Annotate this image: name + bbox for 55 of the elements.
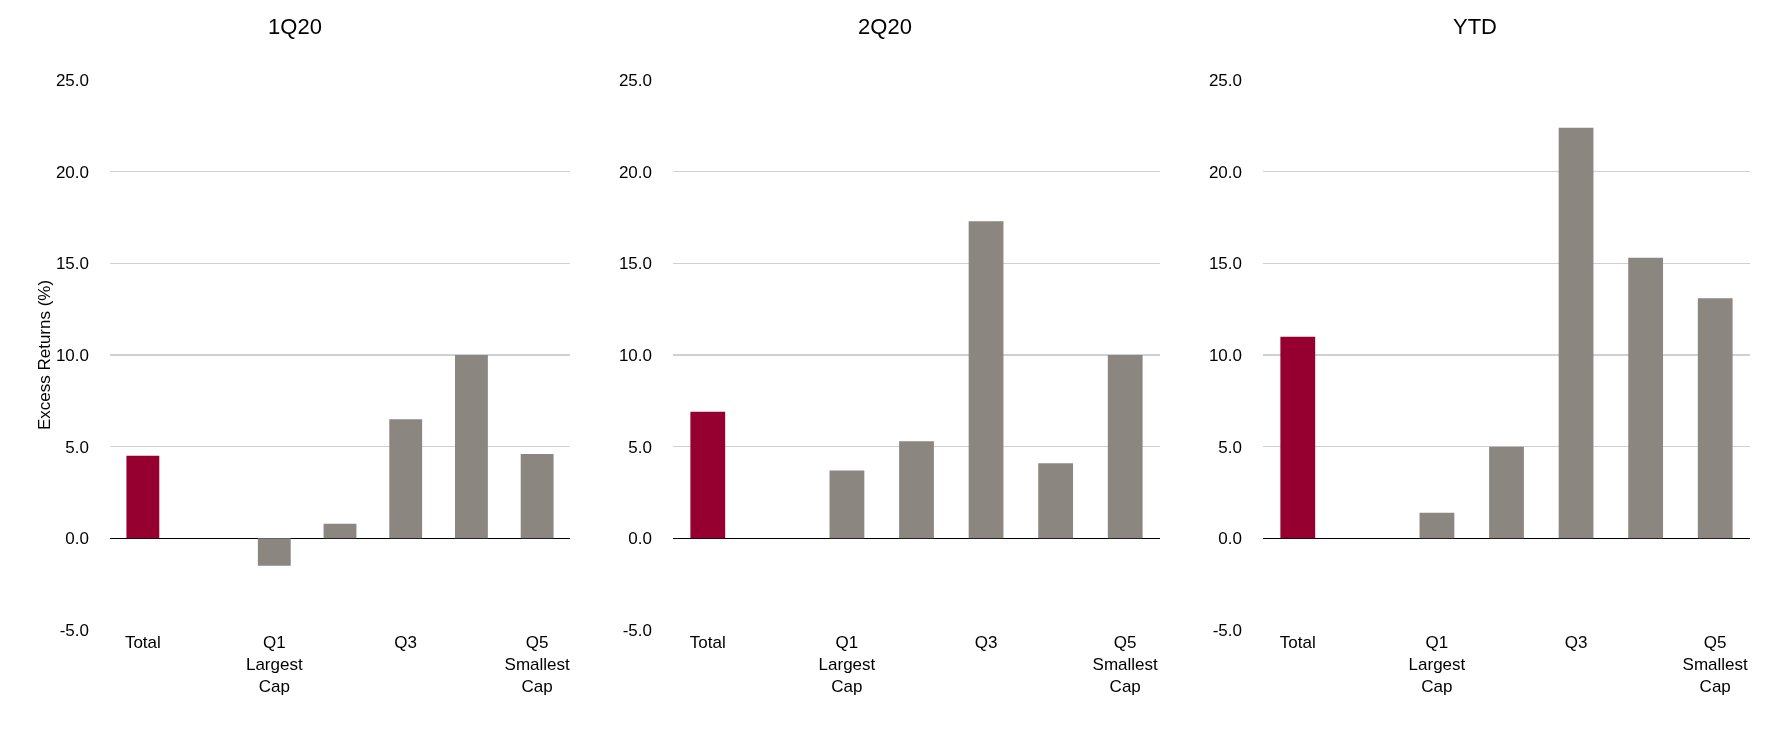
y-tick-label: 5.0 (65, 437, 89, 457)
y-tick-label: 0.0 (65, 529, 89, 549)
x-tick-label: Q3 (1564, 633, 1588, 652)
bar (1107, 355, 1143, 539)
y-tick-label: 0.0 (628, 529, 652, 549)
y-tick-label: 20.0 (618, 162, 652, 182)
bar (1558, 127, 1594, 539)
bar (899, 441, 934, 539)
bar (323, 523, 357, 539)
bar (829, 470, 865, 539)
y-tick-label: -5.0 (622, 620, 652, 640)
y-tick-label: 5.0 (1218, 437, 1242, 457)
x-tick-label: Total (689, 633, 726, 652)
bar (520, 454, 554, 539)
bar (1419, 512, 1455, 539)
bar (126, 455, 160, 539)
bar (1280, 336, 1316, 539)
x-tick-label: Total (124, 633, 161, 652)
bar (1628, 257, 1664, 539)
x-tick-label: Q3 (394, 633, 418, 652)
chart-title: 2Q20 (858, 13, 912, 39)
y-tick-label: 10.0 (618, 345, 652, 365)
bar (968, 221, 1004, 539)
x-tick-label: Q5 Smallest Cap (1682, 633, 1749, 697)
x-tick-label: Q1 Largest Cap (1408, 633, 1466, 697)
y-tick-label: -5.0 (59, 620, 89, 640)
bar (1697, 298, 1733, 539)
y-tick-label: 20.0 (55, 162, 89, 182)
y-tick-label: 10.0 (1208, 345, 1242, 365)
x-tick-label: Q5 Smallest Cap (1092, 633, 1159, 697)
y-tick-label: 10.0 (55, 345, 89, 365)
y-tick-label: 25.0 (1208, 70, 1242, 90)
bar (389, 419, 423, 539)
x-tick-label: Q1 Largest Cap (245, 633, 303, 697)
y-tick-label: 0.0 (1218, 529, 1242, 549)
y-tick-label: 25.0 (55, 70, 89, 90)
chart-title: YTD (1453, 13, 1497, 39)
y-tick-label: 15.0 (55, 254, 89, 274)
y-tick-label: -5.0 (1212, 620, 1242, 640)
y-tick-label: 15.0 (1208, 254, 1242, 274)
bar (1038, 463, 1074, 539)
y-tick-label: 20.0 (1208, 162, 1242, 182)
bar (1489, 446, 1524, 539)
x-tick-label: Total (1279, 633, 1316, 652)
x-tick-label: Q1 Largest Cap (818, 633, 876, 697)
x-tick-label: Q5 Smallest Cap (504, 633, 571, 697)
y-tick-label: 15.0 (618, 254, 652, 274)
bar (257, 538, 291, 566)
y-tick-label: 5.0 (628, 437, 652, 457)
bar (455, 355, 488, 539)
chart-title: 1Q20 (268, 13, 322, 39)
bar (690, 411, 726, 539)
x-tick-label: Q3 (974, 633, 998, 652)
y-axis-title: Excess Returns (%) (34, 279, 54, 431)
y-tick-label: 25.0 (618, 70, 652, 90)
